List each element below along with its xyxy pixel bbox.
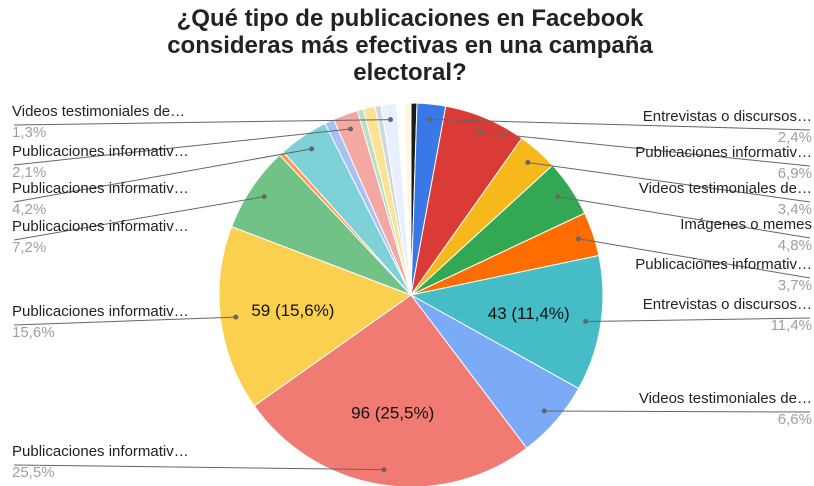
leader-line bbox=[13, 464, 384, 471]
pie-slices bbox=[218, 102, 604, 486]
leader-line bbox=[557, 196, 811, 239]
slice-percent-label: 2,1% bbox=[12, 164, 46, 181]
pie-slice bbox=[403, 102, 412, 296]
chart-title: ¿Qué tipo de publicaciones en Facebook c… bbox=[167, 5, 653, 86]
pie-slice bbox=[253, 294, 528, 486]
leader-line bbox=[13, 119, 391, 126]
outer-labels: Entrevistas o discursos…2,4%Publicacione… bbox=[12, 103, 812, 481]
slice-name-label: Imágenes o memes bbox=[680, 216, 812, 233]
leader-line bbox=[479, 131, 811, 167]
slice-percent-label: 7,2% bbox=[12, 239, 46, 256]
slice-name-label: Publicaciones informativ… bbox=[12, 143, 189, 160]
slice-percent-label: 1,3% bbox=[12, 124, 46, 141]
leader-line bbox=[544, 410, 811, 413]
slice-name-label: Publicaciones informativ… bbox=[12, 180, 189, 197]
slice-percent-label: 25,5% bbox=[12, 464, 55, 481]
slice-percent-label: 2,4% bbox=[778, 129, 812, 146]
leader-line bbox=[13, 148, 312, 203]
slice-name-label: Videos testimoniales de… bbox=[12, 103, 185, 120]
slice-name-label: Videos testimoniales de… bbox=[639, 180, 812, 197]
slice-name-label: Videos testimoniales de… bbox=[639, 390, 812, 407]
slice-percent-label: 6,6% bbox=[778, 411, 812, 428]
leader-line bbox=[13, 316, 236, 326]
leader-line bbox=[527, 162, 811, 203]
slice-percent-label: 4,8% bbox=[778, 237, 812, 254]
slice-percent-label: 15,6% bbox=[12, 324, 55, 341]
leader-line bbox=[585, 317, 811, 322]
leader-line bbox=[13, 196, 265, 241]
leader-line bbox=[429, 118, 811, 131]
chart-title-line-3: electoral? bbox=[353, 59, 466, 86]
slice-value-label: 96 (25,5%) bbox=[351, 404, 434, 423]
pie-slice bbox=[409, 254, 604, 390]
slice-name-label: Publicaciones informativ… bbox=[635, 256, 812, 273]
pie-slice bbox=[218, 225, 413, 407]
leader-line bbox=[13, 128, 351, 166]
slice-name-label: Entrevistas o discursos… bbox=[643, 296, 812, 313]
slice-percent-label: 4,2% bbox=[12, 201, 46, 218]
leader-line bbox=[578, 238, 811, 279]
inner-value-labels: 43 (11,4%) 96 (25,5%) 59 (15,6%) bbox=[251, 301, 569, 423]
slice-percent-label: 3,4% bbox=[778, 201, 812, 218]
chart-title-line-1: ¿Qué tipo de publicaciones en Facebook bbox=[177, 5, 644, 32]
slice-value-label: 59 (15,6%) bbox=[251, 301, 334, 320]
slice-percent-label: 11,4% bbox=[771, 317, 812, 334]
slice-name-label: Publicaciones informativ… bbox=[12, 218, 189, 235]
slice-name-label: Entrevistas o discursos… bbox=[643, 108, 812, 125]
slice-value-label: 43 (11,4%) bbox=[488, 304, 570, 323]
slice-name-label: Publicaciones informativ… bbox=[12, 443, 189, 460]
slice-name-label: Publicaciones informativ… bbox=[635, 144, 812, 161]
chart-title-line-2: consideras más efectivas en una campaña bbox=[167, 32, 653, 59]
slice-percent-label: 6,9% bbox=[778, 165, 812, 182]
slice-name-label: Publicaciones informativ… bbox=[12, 303, 189, 320]
slice-percent-label: 3,7% bbox=[778, 277, 812, 294]
leader-lines bbox=[13, 116, 811, 473]
